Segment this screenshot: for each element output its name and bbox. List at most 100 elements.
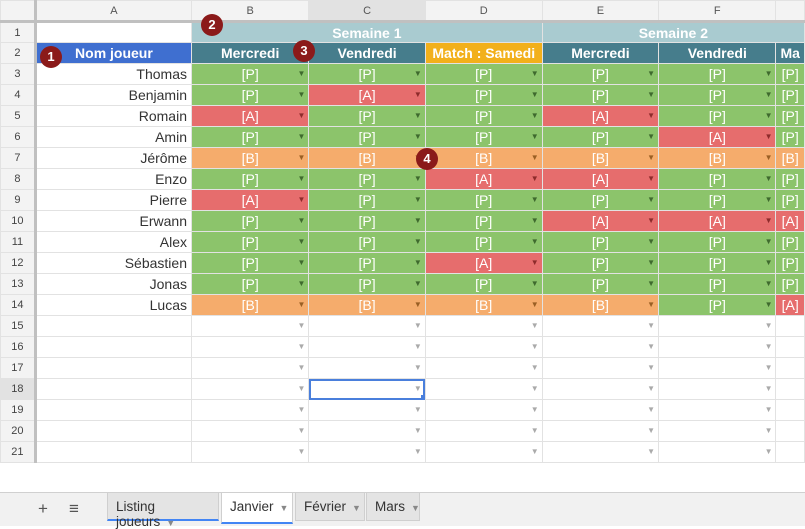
attendance-cell[interactable]: [P] ▼ bbox=[190, 63, 310, 85]
player-name[interactable]: Pierre bbox=[34, 189, 193, 211]
attendance-cell[interactable]: [P] ▼ bbox=[424, 189, 543, 211]
empty-cell[interactable] bbox=[775, 441, 805, 463]
triangle-down-icon[interactable]: ▼ bbox=[413, 321, 422, 330]
empty-cell[interactable]: ▼ bbox=[308, 399, 426, 421]
attendance-cell[interactable]: [P] ▼ bbox=[190, 231, 310, 253]
triangle-down-icon[interactable]: ▼ bbox=[413, 300, 422, 309]
triangle-down-icon[interactable]: ▼ bbox=[166, 518, 176, 528]
select-all-corner[interactable] bbox=[0, 0, 37, 23]
row-header[interactable]: 10 bbox=[0, 210, 37, 232]
empty-cell[interactable] bbox=[34, 378, 193, 400]
attendance-cell[interactable]: [P] ▼ bbox=[308, 210, 426, 232]
row-header[interactable]: 8 bbox=[0, 168, 37, 190]
attendance-cell[interactable]: [P] ▼ bbox=[424, 231, 543, 253]
triangle-down-icon[interactable]: ▼ bbox=[764, 174, 773, 183]
day-header[interactable]: Ma bbox=[775, 42, 805, 64]
attendance-cell[interactable]: [P] ▼ bbox=[541, 63, 660, 85]
triangle-down-icon[interactable]: ▼ bbox=[413, 426, 422, 435]
triangle-down-icon[interactable]: ▼ bbox=[297, 195, 306, 204]
row-header[interactable]: 7 bbox=[0, 147, 37, 169]
attendance-cell[interactable]: [B] ▼ bbox=[308, 294, 426, 316]
attendance-cell[interactable]: [B] ▼ bbox=[541, 147, 660, 169]
empty-cell[interactable] bbox=[775, 420, 805, 442]
triangle-down-icon[interactable]: ▼ bbox=[764, 363, 773, 372]
triangle-down-icon[interactable]: ▼ bbox=[413, 111, 422, 120]
triangle-down-icon[interactable]: ▼ bbox=[530, 321, 539, 330]
empty-cell[interactable]: ▼ bbox=[541, 441, 660, 463]
triangle-down-icon[interactable]: ▼ bbox=[297, 321, 306, 330]
triangle-down-icon[interactable]: ▼ bbox=[647, 321, 656, 330]
triangle-down-icon[interactable]: ▼ bbox=[764, 90, 773, 99]
triangle-down-icon[interactable]: ▼ bbox=[297, 216, 306, 225]
triangle-down-icon[interactable]: ▼ bbox=[297, 153, 306, 162]
triangle-down-icon[interactable]: ▼ bbox=[530, 216, 539, 225]
player-name[interactable]: Jérôme bbox=[34, 147, 193, 169]
empty-cell[interactable] bbox=[775, 336, 805, 358]
empty-cell[interactable]: ▼ bbox=[308, 420, 426, 442]
attendance-cell[interactable]: [P] ▼ bbox=[541, 126, 660, 148]
triangle-down-icon[interactable]: ▼ bbox=[297, 132, 306, 141]
triangle-down-icon[interactable]: ▼ bbox=[411, 503, 420, 513]
attendance-cell[interactable]: [P] ▼ bbox=[308, 168, 426, 190]
attendance-cell[interactable]: [P] ▼ bbox=[424, 273, 543, 295]
triangle-down-icon[interactable]: ▼ bbox=[647, 153, 656, 162]
empty-cell[interactable]: ▼ bbox=[658, 357, 777, 379]
triangle-down-icon[interactable]: ▼ bbox=[297, 90, 306, 99]
attendance-cell[interactable]: [P] ▼ bbox=[190, 168, 310, 190]
triangle-down-icon[interactable]: ▼ bbox=[530, 153, 539, 162]
triangle-down-icon[interactable]: ▼ bbox=[413, 342, 422, 351]
row-header[interactable]: 2 bbox=[0, 42, 37, 64]
triangle-down-icon[interactable]: ▼ bbox=[413, 90, 422, 99]
triangle-down-icon[interactable]: ▼ bbox=[764, 258, 773, 267]
empty-cell[interactable]: ▼ bbox=[308, 336, 426, 358]
empty-cell[interactable]: ▼ bbox=[658, 315, 777, 337]
triangle-down-icon[interactable]: ▼ bbox=[413, 174, 422, 183]
attendance-cell[interactable]: [P] ▼ bbox=[424, 210, 543, 232]
day-header[interactable]: Match : Samedi bbox=[424, 42, 543, 64]
attendance-cell[interactable]: [P] ▼ bbox=[541, 273, 660, 295]
triangle-down-icon[interactable]: ▼ bbox=[530, 405, 539, 414]
triangle-down-icon[interactable]: ▼ bbox=[297, 384, 306, 393]
triangle-down-icon[interactable]: ▼ bbox=[530, 363, 539, 372]
attendance-cell[interactable]: [P] bbox=[775, 84, 805, 106]
triangle-down-icon[interactable]: ▼ bbox=[297, 279, 306, 288]
plus-icon[interactable]: + bbox=[38, 499, 48, 518]
fill-handle[interactable] bbox=[420, 395, 425, 399]
attendance-cell[interactable]: [P] ▼ bbox=[308, 63, 426, 85]
attendance-cell[interactable]: [P] ▼ bbox=[658, 273, 777, 295]
triangle-down-icon[interactable]: ▼ bbox=[530, 174, 539, 183]
player-name[interactable]: Alex bbox=[34, 231, 193, 253]
triangle-down-icon[interactable]: ▼ bbox=[647, 258, 656, 267]
empty-cell[interactable]: ▼ bbox=[541, 336, 660, 358]
triangle-down-icon[interactable]: ▼ bbox=[297, 300, 306, 309]
tab-mars[interactable]: Mars ▼ bbox=[366, 493, 420, 521]
empty-cell[interactable] bbox=[34, 441, 193, 463]
empty-cell[interactable]: ▼ bbox=[190, 399, 310, 421]
attendance-cell[interactable]: [A] ▼ bbox=[541, 105, 660, 127]
column-header[interactable]: E bbox=[541, 0, 660, 23]
attendance-cell[interactable]: [A] ▼ bbox=[308, 84, 426, 106]
day-header[interactable]: Vendredi bbox=[308, 42, 426, 64]
triangle-down-icon[interactable]: ▼ bbox=[530, 132, 539, 141]
row-header[interactable]: 18 bbox=[0, 378, 37, 400]
attendance-cell[interactable]: [P] ▼ bbox=[424, 105, 543, 127]
triangle-down-icon[interactable]: ▼ bbox=[764, 384, 773, 393]
triangle-down-icon[interactable]: ▼ bbox=[297, 237, 306, 246]
triangle-down-icon[interactable]: ▼ bbox=[764, 69, 773, 78]
triangle-down-icon[interactable]: ▼ bbox=[647, 111, 656, 120]
player-name[interactable]: Benjamin bbox=[34, 84, 193, 106]
row-header[interactable]: 5 bbox=[0, 105, 37, 127]
attendance-cell[interactable]: [A] ▼ bbox=[424, 252, 543, 274]
attendance-cell[interactable]: [P] ▼ bbox=[541, 84, 660, 106]
triangle-down-icon[interactable]: ▼ bbox=[413, 405, 422, 414]
column-header[interactable]: A bbox=[34, 0, 193, 23]
triangle-down-icon[interactable]: ▼ bbox=[647, 300, 656, 309]
triangle-down-icon[interactable]: ▼ bbox=[413, 216, 422, 225]
day-header[interactable]: Mercredi bbox=[541, 42, 660, 64]
empty-cell[interactable] bbox=[775, 357, 805, 379]
player-name[interactable]: Thomas bbox=[34, 63, 193, 85]
triangle-down-icon[interactable]: ▼ bbox=[413, 237, 422, 246]
attendance-cell[interactable]: [P] ▼ bbox=[190, 252, 310, 274]
triangle-down-icon[interactable]: ▼ bbox=[297, 174, 306, 183]
triangle-down-icon[interactable]: ▼ bbox=[647, 69, 656, 78]
